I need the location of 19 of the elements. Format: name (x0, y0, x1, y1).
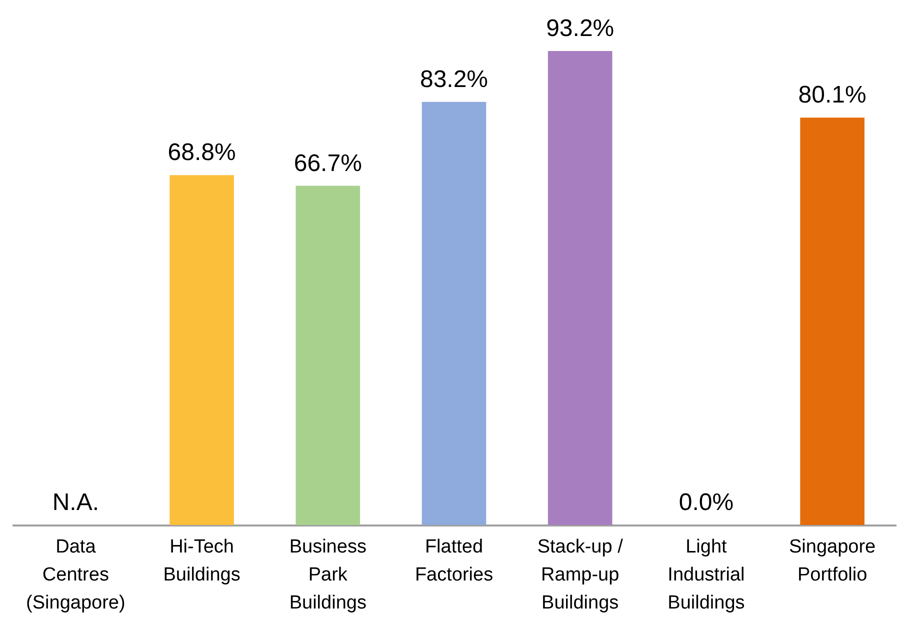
x-tick-label: Data Centres (Singapore) (26, 536, 126, 614)
bar (296, 186, 360, 525)
data-label: 83.2% (420, 66, 488, 93)
x-tick-label: Light Industrial Buildings (668, 536, 745, 614)
data-label: 0.0% (678, 489, 734, 516)
text: N.A. (52, 489, 100, 516)
data-label: 93.2% (546, 15, 614, 42)
data-label: 66.7% (294, 150, 362, 177)
x-tick-label: Business Park Buildings (289, 536, 366, 614)
data-label: 80.1% (798, 82, 866, 109)
bar (170, 175, 234, 525)
x-tick-label: Hi-Tech Buildings (163, 536, 240, 586)
bar (548, 51, 612, 525)
data-label: 68.8% (168, 139, 236, 166)
x-tick-label: Stack-up / Ramp-up Buildings (537, 536, 624, 614)
x-tick-label: Singapore Portfolio (789, 536, 876, 586)
x-tick-label: Flatted Factories (414, 536, 494, 586)
bar (422, 102, 486, 525)
bar (800, 118, 864, 525)
